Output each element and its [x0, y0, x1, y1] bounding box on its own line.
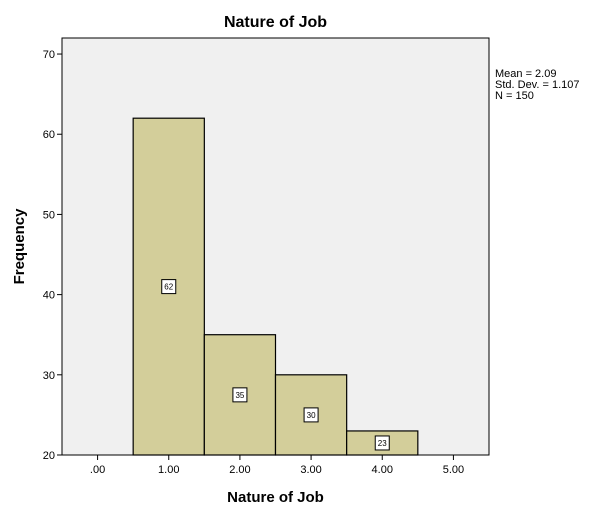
y-tick-label: 60 — [43, 129, 55, 141]
stat-line: Std. Dev. = 1.107 — [495, 79, 580, 91]
x-axis: .00 1.00 2.00 3.00 4.00 5.00 — [90, 455, 464, 476]
data-label-62: 62 — [164, 283, 173, 292]
y-tick-label: 40 — [43, 290, 55, 302]
x-tick-label: 3.00 — [300, 464, 321, 476]
data-label-box-30 — [303, 407, 319, 423]
y-tick-label: 30 — [43, 370, 55, 382]
data-label-box-62 — [161, 279, 177, 295]
data-label-35: 35 — [235, 391, 244, 400]
x-tick-label: .00 — [90, 464, 105, 476]
x-axis-label: Nature of Job — [227, 489, 324, 506]
y-tick-label: 70 — [43, 49, 55, 61]
stat-line: N = 150 — [495, 90, 534, 102]
data-label-23: 23 — [378, 439, 387, 448]
stat-line: Mean = 2.09 — [495, 68, 556, 80]
data-label-box-23 — [374, 435, 390, 451]
y-tick-label: 20 — [43, 450, 55, 462]
chart-title: Nature of Job — [224, 14, 327, 31]
x-tick-label: 5.00 — [443, 464, 464, 476]
y-axis: 20 30 40 50 60 70 — [43, 49, 62, 462]
data-label-box-35 — [232, 387, 248, 403]
bars-group: 62 35 30 23 — [132, 117, 419, 456]
x-tick-label: 1.00 — [158, 464, 179, 476]
data-label-30: 30 — [307, 411, 316, 420]
x-tick-label: 2.00 — [229, 464, 250, 476]
y-tick-label: 50 — [43, 209, 55, 221]
y-axis-label: Frequency — [11, 208, 28, 285]
x-tick-label: 4.00 — [372, 464, 393, 476]
